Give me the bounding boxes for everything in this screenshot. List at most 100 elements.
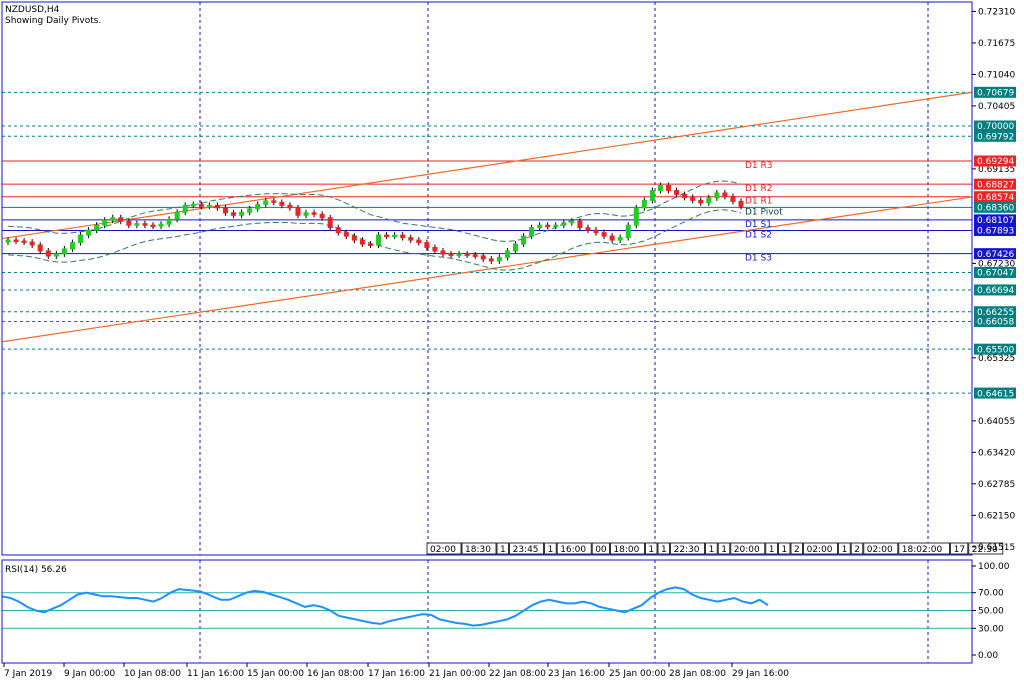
candle-body bbox=[569, 220, 575, 224]
x-tick-label: 23 Jan 16:00 bbox=[548, 669, 605, 679]
candle-body bbox=[190, 203, 196, 207]
candle-body bbox=[198, 203, 204, 207]
candle-body bbox=[343, 232, 349, 237]
candle-body bbox=[94, 224, 100, 231]
time-box bbox=[950, 542, 969, 555]
candle-body bbox=[5, 239, 11, 243]
candle-body bbox=[279, 201, 285, 206]
candle-body bbox=[738, 200, 744, 207]
candle-body bbox=[512, 243, 518, 252]
time-box-label: 02:00 bbox=[807, 545, 833, 555]
time-box bbox=[645, 542, 658, 555]
candle-body bbox=[456, 253, 462, 256]
time-box bbox=[705, 542, 718, 555]
price-badge-label: 0.68360 bbox=[977, 204, 1014, 214]
price-badge bbox=[974, 266, 1016, 278]
x-tick-label: 9 Jan 00:00 bbox=[64, 669, 116, 679]
candle-body bbox=[13, 239, 19, 243]
candle-body bbox=[529, 227, 535, 237]
time-box-label: 1 bbox=[769, 545, 775, 555]
candle-body bbox=[601, 232, 607, 237]
candle-body bbox=[327, 217, 333, 229]
price-badge-label: 0.66255 bbox=[977, 308, 1014, 318]
time-box-label: 1 bbox=[648, 545, 654, 555]
candle-body bbox=[730, 195, 736, 202]
price-badge bbox=[974, 178, 1016, 190]
x-tick-label: 29 Jan 16:00 bbox=[732, 669, 789, 679]
price-badge bbox=[974, 201, 1016, 213]
price-badge-label: 0.70000 bbox=[977, 122, 1014, 132]
time-box-label: 18:02:00 bbox=[902, 545, 943, 555]
trendline bbox=[1, 196, 973, 343]
price-badge bbox=[974, 387, 1016, 399]
price-badge bbox=[974, 224, 1016, 236]
candle-body bbox=[625, 224, 631, 239]
candle-body bbox=[222, 207, 228, 214]
time-box-label: 1 bbox=[721, 545, 727, 555]
rsi-tick-label: 30.00 bbox=[978, 624, 1004, 634]
time-box-label: 1 bbox=[781, 545, 787, 555]
candle-body bbox=[657, 185, 663, 191]
time-box bbox=[790, 542, 804, 555]
candle-body bbox=[158, 223, 164, 227]
grid bbox=[199, 2, 929, 663]
candle-body bbox=[416, 239, 422, 244]
time-box-label: 1 bbox=[548, 545, 554, 555]
time-box bbox=[863, 542, 899, 555]
price-badge-label: 0.67047 bbox=[977, 269, 1014, 279]
price-badge bbox=[974, 130, 1016, 142]
candle-body bbox=[239, 211, 245, 216]
time-box bbox=[898, 542, 950, 555]
rsi-title: RSI(14) 56.26 bbox=[5, 565, 67, 575]
price-badge bbox=[974, 191, 1016, 203]
candle-body bbox=[400, 234, 406, 239]
pivot-label-pivot: D1 Pivot bbox=[745, 207, 783, 217]
price-badge-label: 0.65500 bbox=[977, 345, 1014, 355]
candle-body bbox=[384, 234, 390, 238]
price-badge-label: 0.67893 bbox=[977, 227, 1014, 237]
candle-body bbox=[37, 244, 43, 252]
candle-body bbox=[698, 199, 704, 204]
price-badge bbox=[974, 343, 1016, 355]
candle-body bbox=[472, 254, 478, 257]
candle-body bbox=[45, 250, 51, 257]
price-badge bbox=[974, 248, 1016, 260]
y-tick-label: 0.72310 bbox=[978, 7, 1015, 17]
price-badge bbox=[974, 284, 1016, 296]
candle-body bbox=[126, 220, 132, 226]
axes: 0.72310 0.71675 0.71040 0.70405 0.69135 0.672… bbox=[3, 7, 1015, 679]
rsi-line bbox=[1, 586, 769, 627]
y-tick-label: 0.71675 bbox=[978, 39, 1015, 49]
time-box-label: 18:00 bbox=[613, 545, 639, 555]
level-lines bbox=[2, 91, 972, 394]
trendlines bbox=[1, 91, 973, 343]
time-box bbox=[556, 542, 592, 555]
candle-body bbox=[432, 247, 438, 252]
candle-body bbox=[142, 223, 148, 226]
candle-body bbox=[77, 234, 83, 244]
y-tick-label: 0.71040 bbox=[978, 70, 1015, 80]
time-box-label: 2 bbox=[854, 545, 860, 555]
time-box bbox=[803, 542, 838, 555]
candle-body bbox=[504, 250, 510, 258]
candle-body bbox=[271, 200, 277, 203]
candle-body bbox=[110, 217, 116, 221]
rsi-tick-label: 50.00 bbox=[978, 607, 1004, 617]
candle-body bbox=[714, 192, 720, 199]
price-badge-label: 0.69792 bbox=[977, 133, 1014, 143]
time-box-label: 1 bbox=[709, 545, 715, 555]
time-box-label: 02:00 bbox=[867, 545, 893, 555]
candle-body bbox=[408, 237, 414, 241]
time-box bbox=[765, 542, 778, 555]
candle-body bbox=[295, 207, 301, 216]
candle-body bbox=[641, 199, 647, 209]
price-badge bbox=[974, 155, 1016, 167]
y-tick-label: 0.64055 bbox=[978, 417, 1015, 427]
time-boxes: 02:00 18:30 1 23:45 1 16:00 00 18:00 1 1 22:30 1 1 20… bbox=[426, 542, 1004, 555]
price-badge bbox=[974, 86, 1016, 98]
rsi-tick-label: 70.00 bbox=[978, 589, 1004, 599]
candle-body bbox=[231, 212, 237, 216]
